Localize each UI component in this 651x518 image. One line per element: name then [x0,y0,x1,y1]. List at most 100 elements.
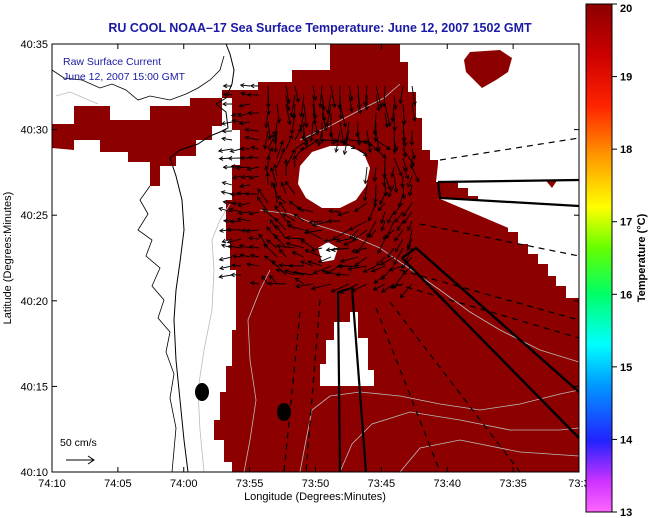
current-vector [239,244,251,249]
current-vector [231,165,242,168]
current-vector [285,103,291,125]
current-vector [380,211,386,224]
current-vector-head [392,210,398,216]
current-vector [373,283,386,291]
current-vector-head [312,95,318,101]
current-vector-head [288,263,293,269]
current-vector [250,254,260,258]
current-vector-head [229,148,235,154]
current-vector [219,256,233,261]
current-vector [287,224,305,231]
current-vector-head [409,141,415,147]
current-vector [336,238,350,242]
current-vector [327,94,332,114]
current-vector [393,247,404,265]
current-vector-head [335,238,341,243]
current-vector [286,242,305,249]
current-vector [371,265,386,272]
current-vector [354,256,368,266]
current-vector-head [274,205,279,210]
current-vector [392,202,404,215]
current-vector [394,211,404,223]
current-vector [393,139,398,151]
x-tick-label: 73:3 [568,478,589,490]
current-vector-head [335,272,341,277]
x-tick-label: 73:45 [368,478,396,490]
current-vector [241,175,251,178]
current-vector-head [222,164,228,170]
current-vector [331,283,350,293]
current-vector [366,139,378,152]
current-vector-head [393,260,398,266]
current-vector [232,120,242,123]
current-vector [348,94,353,112]
current-vector [400,283,413,298]
current-vector-head [278,262,284,268]
current-vector [245,136,260,141]
current-vector-head [393,146,399,152]
current-vector-head [326,218,332,224]
current-vector [384,112,388,128]
current-vector [249,175,260,179]
current-vector-head [323,238,329,243]
current-vector-head [376,106,381,112]
bay-outline [137,185,177,472]
current-vector-head [263,255,269,260]
current-vector-head [239,253,245,258]
current-vector [230,220,242,223]
current-vector-head [236,191,242,196]
x-tick-label: 73:50 [302,478,330,490]
current-vector-head [399,293,405,299]
current-vector [402,139,406,157]
current-vector [231,112,242,117]
legend-current-title: Raw Surface Current [63,56,161,68]
current-vector [248,156,260,159]
current-vector [300,112,305,129]
colorbar-tick-label: 18 [620,144,632,156]
current-vector-head [219,265,224,271]
current-vector [302,121,305,140]
current-vector-head [268,147,274,152]
current-vector-head [220,243,226,249]
current-vector [239,103,251,107]
current-vector [279,248,287,258]
current-vector [402,103,405,125]
current-vector [368,202,377,221]
current-vector-head [352,236,358,241]
current-vector-head [284,269,290,274]
current-vector-head [261,275,266,280]
current-vector [223,201,233,204]
current-vector [300,94,305,117]
current-vector-head [310,247,316,253]
current-vector-head [404,174,410,180]
current-vector [356,121,359,137]
current-vector-head [283,158,289,164]
current-vector [337,211,350,216]
current-vector [380,256,395,266]
current-vector-head [273,148,278,153]
current-vector [303,130,308,147]
current-vector-head [227,155,233,161]
current-vector [324,238,341,242]
current-vector-head [281,147,286,153]
current-vector [396,220,404,231]
bathymetry-contours [55,83,579,472]
current-vector-head [381,153,387,159]
current-vector-head [217,148,223,153]
current-vector [393,157,403,176]
current-vector-head [282,213,288,218]
current-vector [349,220,368,231]
current-vector-head [287,120,292,126]
current-vector-head [279,248,284,254]
current-vector [402,130,406,147]
current-vector [274,121,278,143]
current-vector [292,251,305,258]
current-vector-head [312,269,318,275]
current-vector-head [412,117,417,122]
current-vector [271,182,278,195]
current-vector [383,85,386,107]
current-vector [264,130,269,149]
current-vector [383,166,386,187]
current-vector [339,121,344,144]
current-vector-head [363,179,368,185]
